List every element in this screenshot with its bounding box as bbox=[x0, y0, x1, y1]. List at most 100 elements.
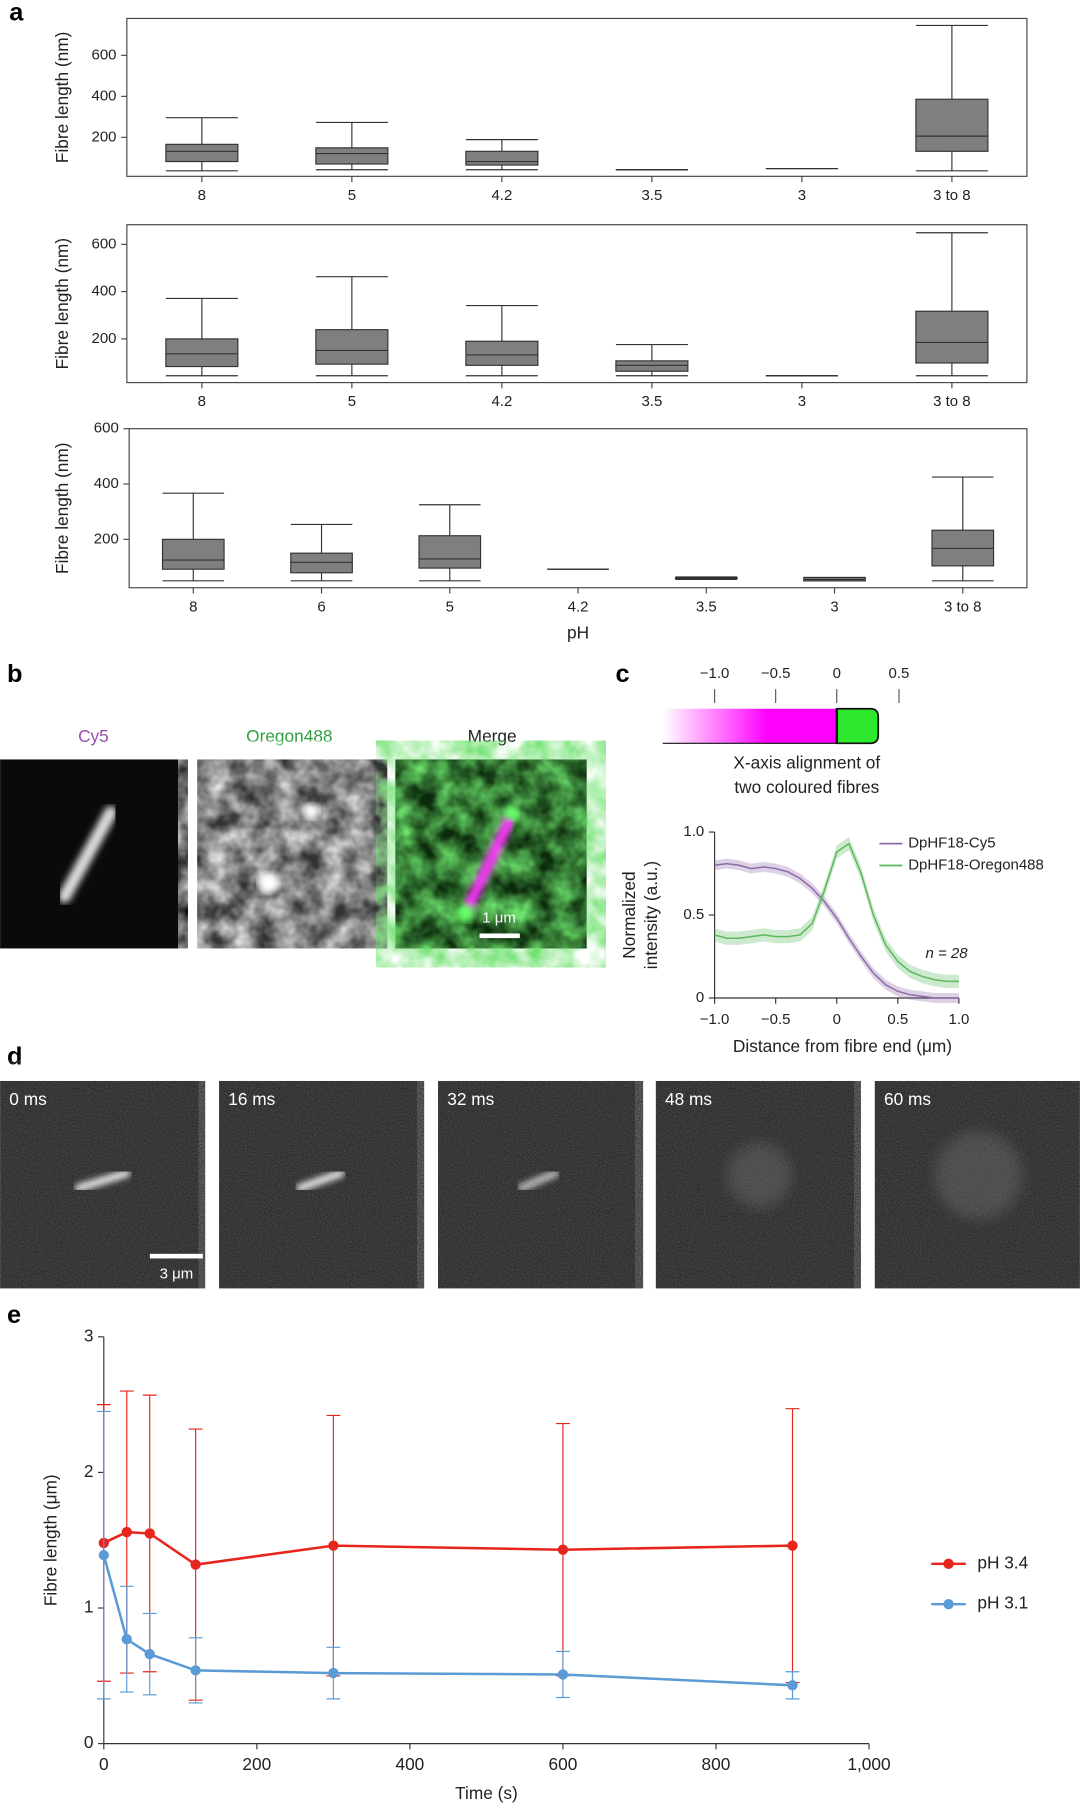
point bbox=[144, 1528, 155, 1539]
point bbox=[121, 1526, 132, 1538]
time-label: 48 ms bbox=[665, 1089, 712, 1109]
x-tick-label: 0.5 bbox=[887, 1011, 908, 1028]
panel-label: d bbox=[7, 1043, 22, 1071]
x-tick-label: 5 bbox=[446, 598, 454, 615]
x-tick-label: 800 bbox=[702, 1754, 731, 1774]
legend-marker bbox=[943, 1598, 954, 1610]
point bbox=[144, 1648, 155, 1660]
x-tick-label: 4.2 bbox=[568, 598, 589, 615]
x-tick-label: 3.5 bbox=[696, 598, 717, 615]
schematic-tick: −0.5 bbox=[761, 665, 791, 682]
series-line bbox=[102, 1554, 793, 1687]
x-tick-label: −0.5 bbox=[761, 1011, 791, 1028]
y-tick-label: 0.5 bbox=[683, 906, 704, 923]
schematic bbox=[662, 689, 900, 745]
panel-label: a bbox=[9, 0, 24, 27]
legend-label: pH 3.4 bbox=[977, 1552, 1028, 1572]
x-tick-label: −1.0 bbox=[700, 1011, 730, 1028]
legend-label: pH 3.1 bbox=[977, 1593, 1028, 1613]
scale-bar-label: 3 μm bbox=[160, 1266, 194, 1283]
schematic-tick: 0 bbox=[833, 665, 841, 682]
x-tick-label: 3 to 8 bbox=[944, 598, 981, 615]
x-tick-label: 8 bbox=[198, 393, 206, 410]
scale-bar-label: 1 μm bbox=[482, 909, 516, 926]
schematic-tick: −1.0 bbox=[700, 665, 730, 682]
frame-noise bbox=[438, 1080, 644, 1289]
x-tick-label: 3 bbox=[830, 598, 838, 615]
box bbox=[315, 329, 389, 365]
y-tick-label: 1 bbox=[84, 1597, 94, 1617]
x-tick-label: 400 bbox=[395, 1754, 424, 1774]
schematic-tick: 0.5 bbox=[889, 665, 910, 682]
image-oregon bbox=[197, 759, 388, 949]
box bbox=[165, 338, 239, 368]
x-tick-label: 0 bbox=[99, 1754, 109, 1774]
y-tick-label: 0 bbox=[84, 1732, 94, 1752]
box bbox=[290, 552, 353, 574]
x-tick-label: 5 bbox=[348, 393, 356, 410]
box bbox=[615, 360, 689, 372]
series-line bbox=[714, 862, 959, 999]
x-tick-label: 3 bbox=[798, 187, 806, 204]
y-axis-label: Fibre length (μm) bbox=[41, 1474, 61, 1606]
time-label: 16 ms bbox=[228, 1089, 275, 1109]
point bbox=[328, 1667, 339, 1679]
x-tick-label: 600 bbox=[549, 1754, 578, 1774]
point bbox=[787, 1680, 798, 1691]
y-tick-label: 3 bbox=[84, 1325, 94, 1345]
x-tick-label: 3 to 8 bbox=[933, 393, 970, 410]
y-axis-label: intensity (a.u.) bbox=[641, 861, 661, 969]
y-axis-label: Fibre length (nm) bbox=[52, 442, 72, 573]
box bbox=[315, 147, 389, 165]
panel-label: e bbox=[7, 1301, 21, 1329]
time-label: 60 ms bbox=[884, 1089, 931, 1109]
y-tick-label: 200 bbox=[94, 530, 119, 547]
y-tick-label: 1.0 bbox=[683, 823, 704, 840]
x-tick-label: 1.0 bbox=[948, 1011, 969, 1028]
x-tick-label: 1,000 bbox=[847, 1754, 890, 1774]
x-tick-label: 8 bbox=[189, 598, 197, 615]
schematic-caption: two coloured fibres bbox=[734, 777, 879, 797]
point bbox=[557, 1544, 569, 1555]
box bbox=[161, 538, 225, 570]
fibre bbox=[517, 1169, 560, 1192]
y-tick-label: 400 bbox=[94, 475, 119, 492]
time-lapse bbox=[0, 1080, 1080, 1289]
box bbox=[418, 535, 482, 569]
x-tick-label: 3 bbox=[798, 393, 806, 410]
point bbox=[190, 1559, 201, 1570]
y-tick-label: 200 bbox=[92, 330, 117, 347]
point bbox=[787, 1540, 798, 1551]
x-tick-label: 5 bbox=[348, 187, 356, 204]
legend-label: DpHF18-Cy5 bbox=[908, 835, 995, 852]
y-axis-label: Normalized bbox=[619, 871, 639, 958]
x-tick-label: 3 to 8 bbox=[933, 187, 970, 204]
time-label: 0 ms bbox=[9, 1089, 47, 1109]
box bbox=[465, 150, 539, 166]
diffuse bbox=[934, 1131, 1023, 1220]
image-title: Oregon488 bbox=[246, 726, 332, 746]
y-axis-label: Fibre length (nm) bbox=[52, 238, 72, 369]
frame-noise bbox=[219, 1080, 425, 1289]
plot-frame bbox=[128, 428, 1028, 589]
x-tick-label: 200 bbox=[242, 1754, 271, 1774]
y-axis-label: Fibre length (nm) bbox=[52, 32, 72, 163]
diffuse bbox=[727, 1143, 792, 1208]
x-axis-label: Distance from fibre end (μm) bbox=[733, 1036, 952, 1056]
panel-label: c bbox=[615, 660, 629, 688]
image-title: Cy5 bbox=[78, 726, 109, 746]
x-tick-label: 8 bbox=[198, 187, 206, 204]
y-tick-label: 600 bbox=[94, 420, 119, 437]
box bbox=[915, 98, 989, 152]
x-tick-label: 3.5 bbox=[641, 187, 662, 204]
plot-frame bbox=[126, 224, 1028, 384]
y-tick-label: 0 bbox=[696, 989, 704, 1006]
y-tick-label: 600 bbox=[92, 235, 117, 252]
y-tick-label: 400 bbox=[92, 87, 117, 104]
image-title: Merge bbox=[468, 726, 517, 746]
plot-frame bbox=[126, 17, 1028, 177]
y-tick-label: 400 bbox=[92, 283, 117, 300]
x-tick-label: 3.5 bbox=[641, 393, 662, 410]
x-tick-label: 4.2 bbox=[491, 393, 512, 410]
